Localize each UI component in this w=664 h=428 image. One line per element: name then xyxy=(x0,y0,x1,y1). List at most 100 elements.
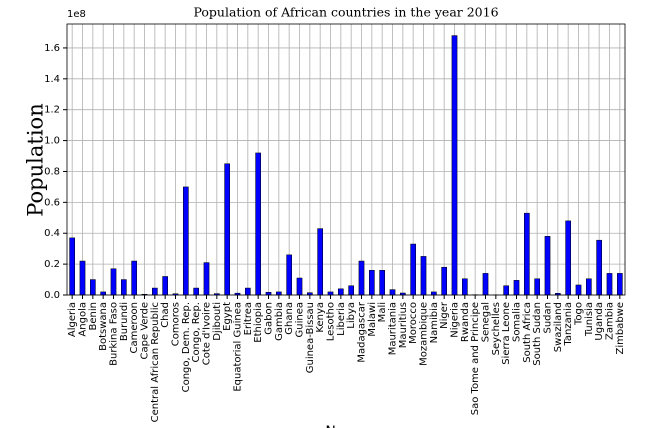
y-tick-label: 0.2 xyxy=(44,259,60,270)
x-tick-label: Zimbabwe xyxy=(615,302,626,355)
x-tick-label: Madagascar xyxy=(357,301,368,363)
bar xyxy=(524,212,530,296)
x-tick-label: Malawi xyxy=(367,302,378,337)
bar xyxy=(462,278,468,296)
bar xyxy=(606,273,613,296)
x-tick-label: Morocco xyxy=(408,302,419,344)
bar xyxy=(451,35,458,296)
x-tick-label: Rwanda xyxy=(460,302,471,342)
bar xyxy=(79,260,86,296)
bar xyxy=(617,273,623,296)
x-tick-label: Swaziland xyxy=(553,302,564,352)
x-tick-label: Uganda xyxy=(594,302,605,341)
x-tick-label: Guinea-Bissau xyxy=(305,302,316,373)
y-tick-label: 1.2 xyxy=(44,105,60,116)
x-tick-label: Guinea xyxy=(295,302,306,337)
x-tick-label: Burkina Faso xyxy=(109,302,120,366)
x-tick-label: Mali xyxy=(377,302,388,322)
x-tick-label: Mauritius xyxy=(398,302,409,348)
y-tick-label: 1.4 xyxy=(44,74,60,85)
plot-frame xyxy=(66,23,626,296)
x-tick-label: Tunisia xyxy=(584,302,595,337)
x-tick-label: Cameroon xyxy=(129,302,140,353)
x-axis-label: Name xyxy=(325,424,366,428)
x-tick-label: Zambia xyxy=(605,302,616,340)
x-tick-label: Tanzania xyxy=(563,302,574,347)
x-tick-label: Cote d'Ivoire xyxy=(202,302,213,365)
x-tick-label: Ethiopia xyxy=(253,302,264,343)
bar xyxy=(152,287,158,296)
bar xyxy=(586,278,592,296)
x-tick-label: Namibia xyxy=(429,302,440,343)
bar xyxy=(379,270,386,296)
bar xyxy=(544,236,551,296)
x-tick-label: Kenya xyxy=(315,302,326,333)
bar xyxy=(565,220,571,296)
x-tick-label: Botswana xyxy=(98,302,109,351)
x-tick-label: Djibouti xyxy=(212,302,223,341)
bar xyxy=(348,285,355,296)
bar xyxy=(327,291,334,296)
x-tick-label: Niger xyxy=(439,301,450,329)
bar xyxy=(317,228,324,296)
x-tick-label: Angola xyxy=(78,302,89,337)
x-tick-label: Libya xyxy=(346,302,357,329)
x-tick-label: South Africa xyxy=(522,302,533,363)
bar xyxy=(100,291,107,296)
bar xyxy=(389,289,396,296)
chart-title: Population of African countries in the y… xyxy=(193,5,498,20)
x-tick-label: Liberia xyxy=(336,302,347,336)
x-tick-label: Ghana xyxy=(284,302,295,335)
bar xyxy=(410,243,417,296)
bar xyxy=(286,254,293,296)
y-tick-label: 1.0 xyxy=(44,136,60,147)
bar xyxy=(513,280,520,296)
bar xyxy=(296,277,303,296)
bar xyxy=(596,239,602,296)
x-tick-label: Chad xyxy=(160,302,171,328)
y-axis-label: Population xyxy=(24,103,48,216)
bar xyxy=(369,270,375,296)
bar xyxy=(193,287,199,296)
bar xyxy=(183,186,189,296)
bar xyxy=(534,278,540,296)
x-tick-label: Egypt xyxy=(222,302,233,331)
bar xyxy=(503,285,510,296)
x-tick-label: Gabon xyxy=(264,302,275,335)
x-tick-label: Comoros xyxy=(171,302,182,346)
x-tick-label: Sudan xyxy=(543,302,554,334)
bar xyxy=(441,266,448,296)
y-tick-label: 0.6 xyxy=(44,197,60,208)
bar xyxy=(575,284,582,296)
x-tick-label: Sao Tome and Principe xyxy=(470,302,481,415)
bar xyxy=(90,279,96,296)
bar xyxy=(121,279,127,296)
x-tick-label: Congo, Dem. Rep. xyxy=(181,302,192,392)
bar xyxy=(224,163,230,296)
y-tick-label: 1.6 xyxy=(44,43,60,54)
x-tick-label: Sierra Leone xyxy=(501,302,512,365)
bar xyxy=(203,262,210,296)
x-tick-label: Mauritania xyxy=(388,302,399,355)
bar xyxy=(358,260,365,296)
y-tick-label: 0.0 xyxy=(44,290,60,301)
bar xyxy=(338,288,344,296)
x-tick-label: Somalia xyxy=(512,302,523,342)
x-tick-label: Benin xyxy=(88,302,99,330)
bar xyxy=(162,276,168,296)
bar xyxy=(69,237,76,296)
x-tick-label: Lesotho xyxy=(326,302,337,341)
x-tick-label: Cape Verde xyxy=(140,302,151,359)
y-offset-label: 1e8 xyxy=(67,9,86,20)
x-tick-label: Senegal xyxy=(481,302,492,342)
bar xyxy=(431,291,437,296)
x-tick-label: Algeria xyxy=(67,302,78,337)
bar xyxy=(131,260,137,296)
bar xyxy=(482,273,489,296)
x-tick-label: Eritrea xyxy=(243,302,254,335)
x-tick-label: Mozambique xyxy=(419,302,430,366)
bar xyxy=(276,291,282,296)
x-tick-label: Central African Republic xyxy=(150,302,161,422)
x-tick-label: Gambia xyxy=(274,302,285,341)
x-tick-label: Togo xyxy=(574,302,585,326)
